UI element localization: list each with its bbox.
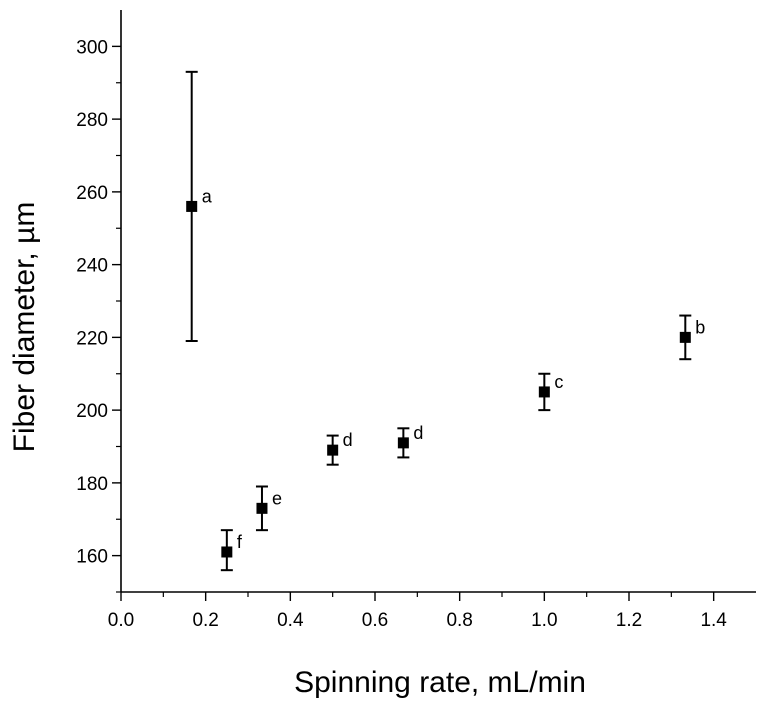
data-point [186, 200, 198, 212]
point-label: a [202, 186, 213, 206]
x-tick-label: 1.4 [700, 610, 727, 631]
y-axis-title: Fiber diameter, µm [8, 202, 41, 453]
x-axis-title: Spinning rate, mL/min [294, 666, 586, 699]
x-ticks: 0.0 0.2 0.4 0.6 0.8 1.0 1.2 1.4 [108, 592, 727, 631]
axes [120, 10, 756, 593]
data-point [221, 546, 233, 558]
y-tick-label: 200 [76, 401, 108, 422]
error-bars [185, 70, 692, 572]
data-point [256, 502, 268, 514]
x-tick-label: 0.0 [108, 610, 134, 631]
data-points [186, 200, 691, 558]
x-tick-label: 0.6 [362, 610, 388, 631]
point-label: c [554, 372, 563, 392]
x-tick-label: 0.4 [277, 610, 304, 631]
y-tick-label: 220 [76, 328, 108, 349]
y-tick-label: 280 [76, 110, 108, 131]
point-label: d [343, 430, 353, 450]
y-tick-label: 300 [76, 37, 108, 58]
y-ticks: 160 180 200 220 240 260 280 300 [76, 37, 121, 593]
x-tick-label: 1.0 [531, 610, 557, 631]
data-point [679, 331, 691, 343]
point-labels: a f e d d c b [202, 186, 706, 552]
y-tick-label: 240 [76, 256, 108, 277]
x-tick-label: 0.2 [192, 610, 218, 631]
data-point [397, 437, 409, 449]
point-label: d [413, 423, 423, 443]
data-point [538, 386, 550, 398]
x-tick-label: 1.2 [616, 610, 642, 631]
point-label: e [272, 488, 282, 508]
data-point [327, 444, 339, 456]
point-label: f [237, 532, 243, 552]
x-tick-label: 0.8 [446, 610, 472, 631]
point-label: b [695, 317, 705, 337]
y-tick-label: 260 [76, 183, 108, 204]
y-tick-label: 160 [76, 547, 108, 568]
y-tick-label: 180 [76, 474, 108, 495]
